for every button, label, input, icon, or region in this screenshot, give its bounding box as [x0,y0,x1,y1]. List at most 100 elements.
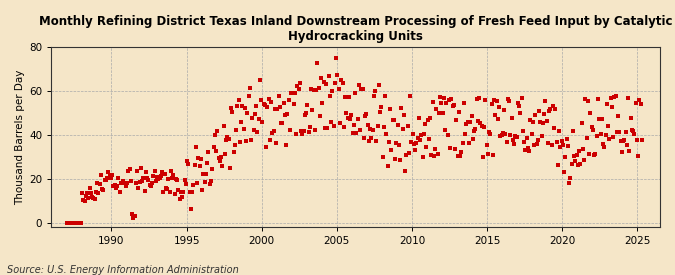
Point [103,170,113,174]
Text: Source: U.S. Energy Information Administration: Source: U.S. Energy Information Administ… [7,265,238,275]
Point [596,117,607,121]
Point [601,101,612,106]
Point [401,152,412,157]
Point [80,193,91,198]
Point [350,91,360,96]
Point [604,136,615,141]
Point [284,127,295,132]
Point [570,159,581,163]
Point [351,130,362,135]
Point [370,88,381,93]
Point [119,181,130,185]
Point [613,114,624,119]
Point [278,101,289,105]
Point [277,121,288,125]
Point [363,139,374,143]
Point [375,109,385,114]
Point [405,94,416,98]
Point [254,78,265,82]
Point [371,139,382,143]
Point [207,166,217,171]
Point [200,172,211,177]
Point [310,128,321,132]
Point [511,134,522,139]
Point [622,143,632,148]
Point [272,107,283,112]
Point [139,189,150,193]
Point [514,104,524,108]
Point [199,180,210,184]
Point [608,135,618,139]
Point [580,97,591,102]
Point [529,143,539,147]
Point [136,166,146,170]
Point [322,126,333,130]
Point [616,150,627,154]
Point [467,136,478,141]
Point [275,105,286,110]
Point [625,116,636,120]
Point [559,170,570,174]
Point [429,154,439,158]
Point [94,182,105,186]
Point [562,137,572,141]
Point [578,147,589,151]
Point [288,102,299,106]
Point [187,190,198,194]
Point [462,120,473,124]
Point [323,74,334,79]
Point [591,134,602,139]
Point [269,107,280,112]
Point [454,110,464,115]
Point [208,145,219,149]
Point [622,96,633,100]
Point [105,176,116,180]
Point [308,87,319,92]
Point [388,117,399,122]
Point [266,100,277,104]
Point [89,197,100,201]
Point [189,163,200,167]
Point [186,207,196,211]
Point [421,145,432,149]
Point [163,177,174,181]
Point [630,101,641,106]
Point [564,181,574,185]
Point [165,169,176,173]
Point [600,132,611,137]
Point [610,94,621,98]
Point [180,177,190,182]
Point [153,177,164,181]
Point [211,148,221,153]
Point [248,127,259,132]
Point [357,87,368,91]
Point [155,175,165,180]
Point [568,129,578,134]
Point [530,113,541,117]
Point [397,127,408,131]
Point [520,147,531,152]
Point [197,188,208,192]
Point [612,130,622,134]
Point [441,101,452,105]
Point [345,117,356,122]
Point [386,147,397,152]
Point [257,120,268,124]
Point [134,179,145,184]
Point [606,104,617,109]
Point [259,102,269,106]
Point [460,132,470,137]
Point [436,101,447,105]
Point [352,117,363,121]
Point [271,141,281,146]
Point [194,164,205,169]
Point [300,112,310,117]
Point [536,134,547,138]
Point [111,184,122,189]
Point [344,95,354,99]
Point [122,181,132,185]
Point [209,133,220,137]
Point [146,184,157,188]
Point [431,107,442,111]
Point [68,221,78,225]
